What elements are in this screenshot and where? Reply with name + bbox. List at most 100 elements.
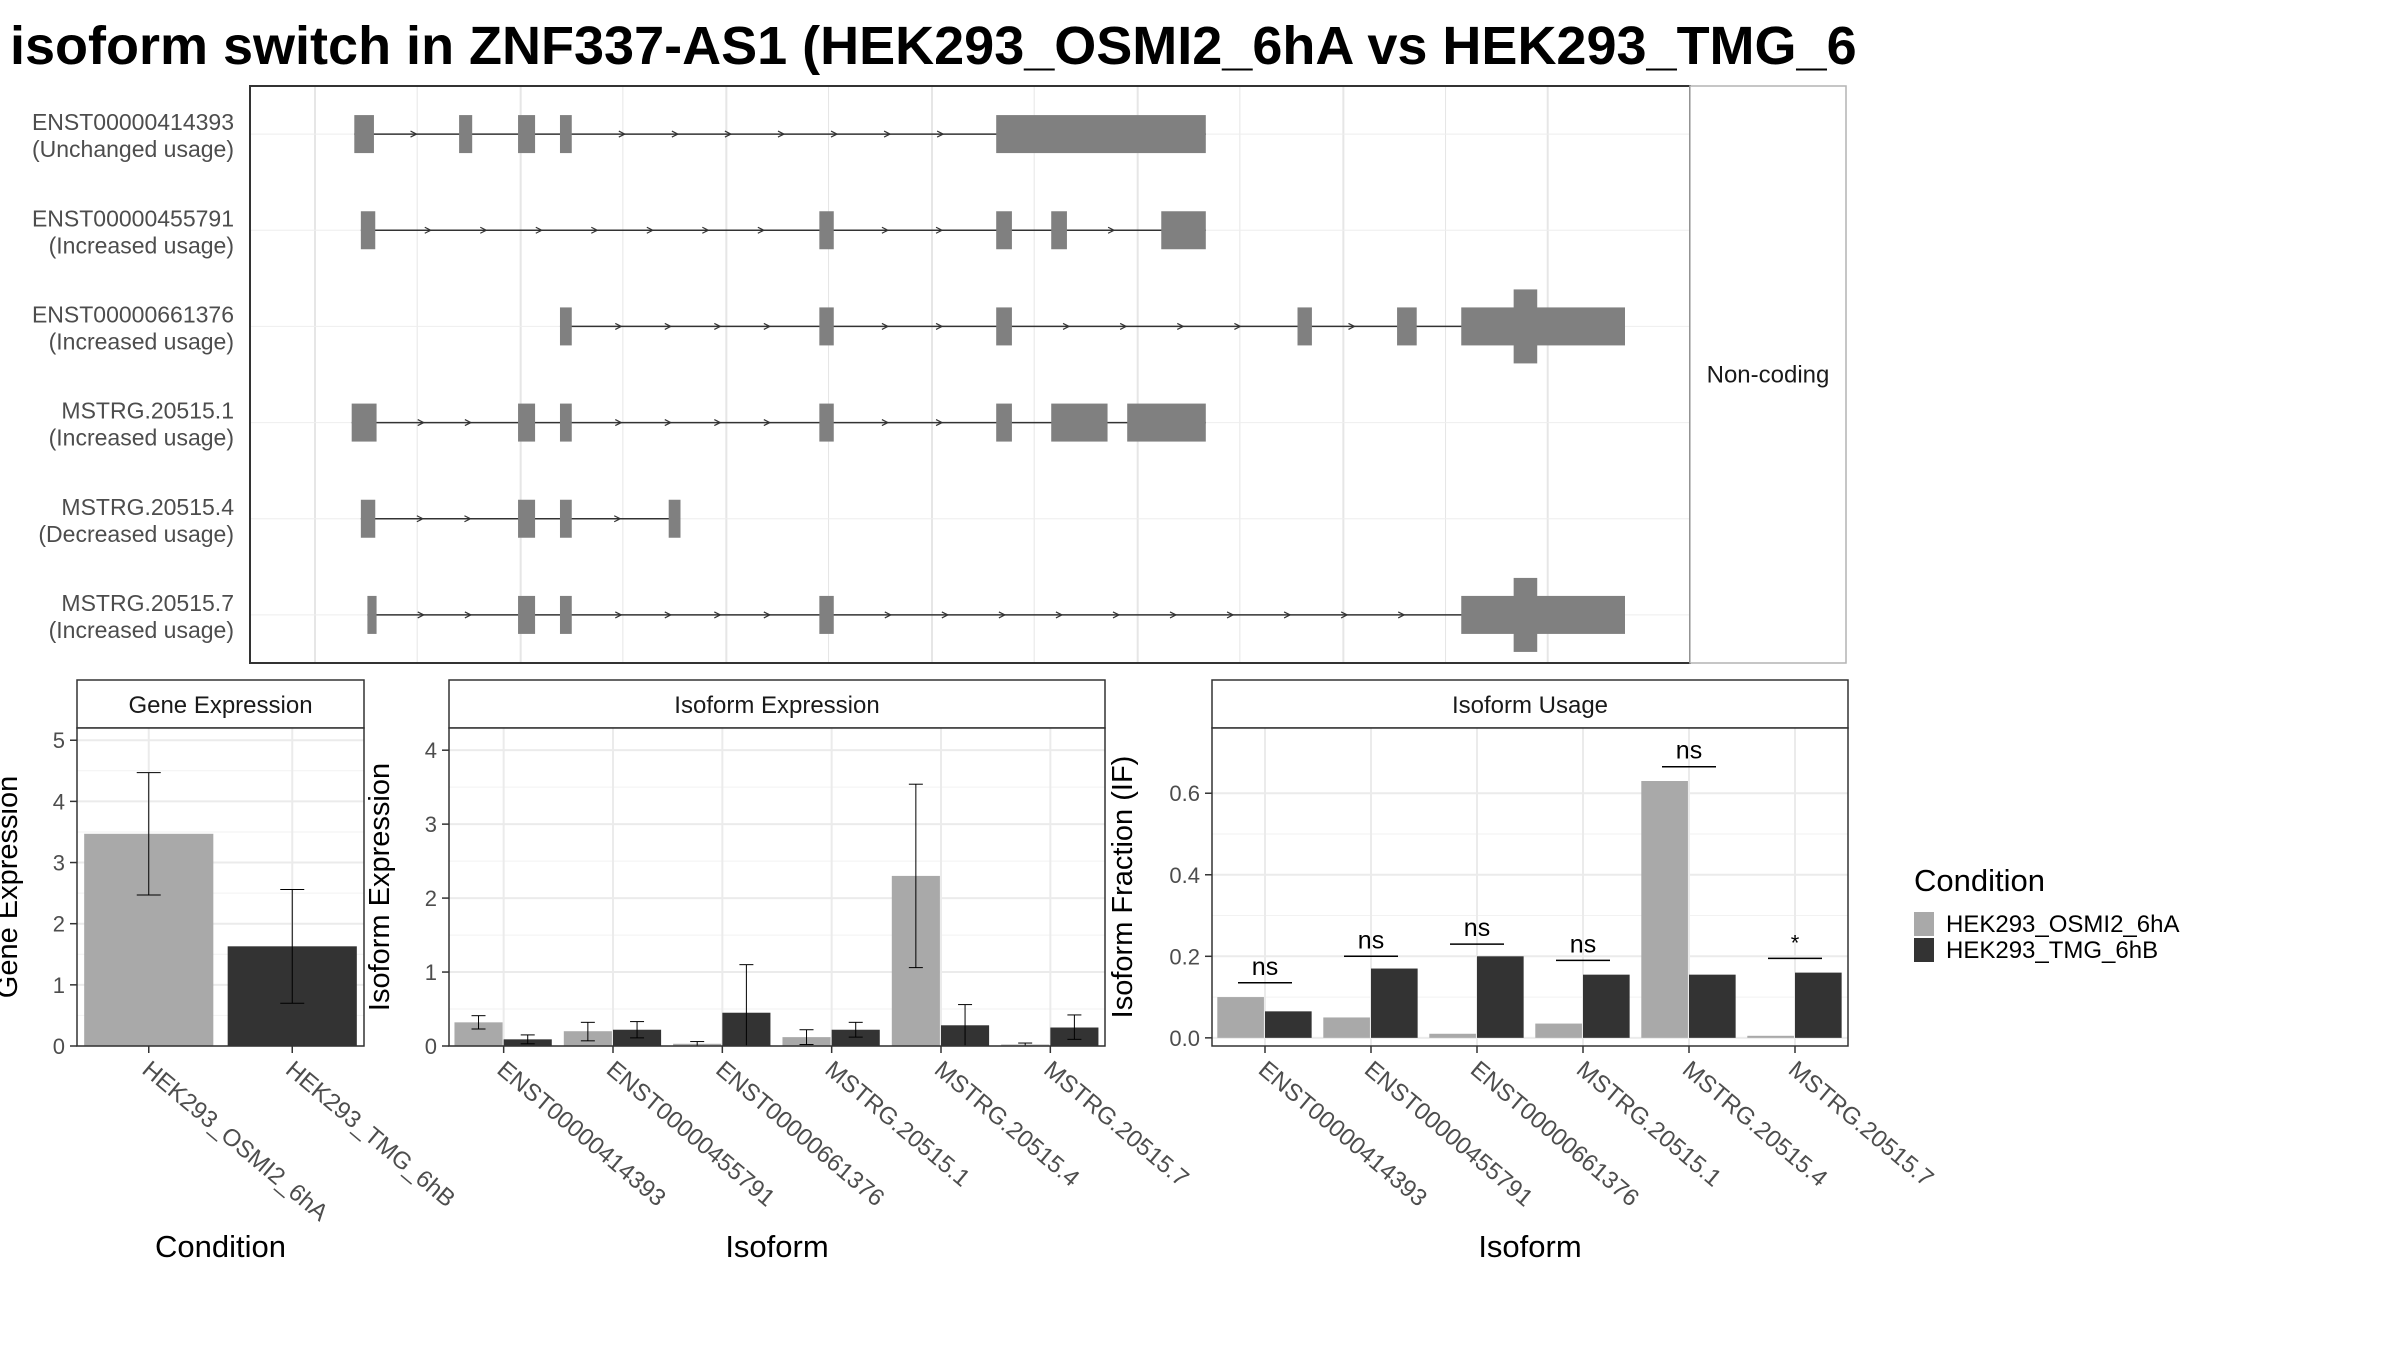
exon-block bbox=[351, 403, 377, 442]
exon-block bbox=[518, 403, 536, 442]
y-tick-label: 1 bbox=[425, 960, 437, 985]
transcript-usage-label: (Unchanged usage) bbox=[32, 136, 234, 162]
y-tick-label: 0.4 bbox=[1169, 863, 1200, 888]
direction-arrow bbox=[480, 226, 488, 234]
direction-arrow bbox=[646, 226, 655, 234]
bar bbox=[1323, 1017, 1370, 1038]
exon-block bbox=[559, 499, 572, 538]
y-tick-label: 0.2 bbox=[1169, 944, 1200, 969]
legend-swatch bbox=[1914, 912, 1934, 936]
bar bbox=[1371, 968, 1418, 1038]
exon-block bbox=[1297, 307, 1312, 346]
y-tick-label: 2 bbox=[425, 886, 437, 911]
panel-strip bbox=[1211, 679, 1849, 729]
direction-arrow bbox=[777, 130, 786, 138]
y-tick-label: 1 bbox=[53, 973, 65, 998]
direction-arrow bbox=[1283, 611, 1292, 619]
transcript-id-label: MSTRG.20515.7 bbox=[61, 590, 234, 616]
direction-arrow bbox=[1169, 611, 1178, 619]
x-axis-label: Condition bbox=[155, 1229, 286, 1264]
exon-block bbox=[819, 595, 834, 634]
y-axis-label: Isoform Expression bbox=[364, 763, 396, 1011]
transcript-id-label: ENST00000661376 bbox=[32, 301, 234, 327]
direction-arrow bbox=[936, 130, 945, 138]
plot-title: isoform switch in ZNF337-AS1 (HEK293_OSM… bbox=[10, 16, 1857, 76]
transcript-id-label: ENST00000455791 bbox=[32, 205, 234, 231]
exon-block bbox=[819, 307, 834, 346]
panel-strip bbox=[76, 679, 365, 729]
y-tick-label: 4 bbox=[53, 789, 65, 814]
transcript-usage-label: (Increased usage) bbox=[49, 328, 234, 354]
direction-arrow bbox=[535, 226, 544, 234]
transcript-id-label: MSTRG.20515.4 bbox=[61, 494, 234, 520]
exon-block bbox=[668, 499, 681, 538]
exon-block bbox=[1461, 307, 1625, 346]
direction-arrow bbox=[763, 611, 772, 619]
y-tick-label: 0 bbox=[53, 1034, 65, 1059]
direction-arrow bbox=[618, 130, 627, 138]
bar bbox=[1265, 1011, 1312, 1038]
y-tick-label: 3 bbox=[425, 812, 437, 837]
transcript-usage-label: (Increased usage) bbox=[49, 232, 234, 258]
direction-arrow bbox=[881, 226, 890, 234]
bar bbox=[1477, 956, 1524, 1038]
legend-label: HEK293_TMG_6hB bbox=[1946, 937, 2158, 964]
exon-block bbox=[996, 403, 1012, 442]
direction-arrow bbox=[763, 322, 772, 330]
legend-swatch bbox=[1914, 938, 1934, 962]
bar bbox=[1795, 972, 1842, 1038]
isoform-usage-panel: Isoform Usage ns ns ns ns ns * 0.0 0.2 0.4 0.6 Isof… bbox=[1107, 679, 1938, 1264]
legend-title: Condition bbox=[1914, 863, 2045, 898]
direction-arrow bbox=[702, 226, 710, 234]
direction-arrow bbox=[671, 130, 680, 138]
direction-arrow bbox=[1107, 226, 1116, 234]
y-tick-label: 0.0 bbox=[1169, 1026, 1200, 1051]
bar bbox=[831, 1029, 880, 1046]
panel-bg bbox=[1212, 728, 1848, 1046]
direction-arrow bbox=[615, 611, 623, 619]
transcript-usage-label: (Increased usage) bbox=[49, 425, 234, 451]
isoform-expression-panel: Isoform Expression 0 1 2 3 4 Isoform Expressio… bbox=[364, 679, 1194, 1264]
transcript-usage-label: (Decreased usage) bbox=[38, 521, 234, 547]
y-tick-label: 2 bbox=[53, 912, 65, 937]
panel-title: Isoform Expression bbox=[674, 692, 879, 719]
transcript-usage-label: (Increased usage) bbox=[49, 617, 234, 643]
direction-arrow bbox=[757, 226, 766, 234]
panel-title: Isoform Usage bbox=[1452, 692, 1608, 719]
bar bbox=[1535, 1023, 1582, 1038]
exon-block bbox=[360, 211, 376, 250]
exon-block bbox=[1051, 211, 1067, 250]
x-axis-label: Isoform bbox=[1478, 1229, 1581, 1264]
exon-block bbox=[996, 211, 1012, 250]
direction-arrow bbox=[664, 419, 673, 427]
direction-arrow bbox=[416, 515, 425, 523]
significance-label: ns bbox=[1570, 930, 1596, 958]
exon-block bbox=[354, 115, 374, 154]
exon-block bbox=[518, 499, 536, 538]
panel-border bbox=[448, 727, 1106, 1047]
direction-arrow bbox=[830, 130, 839, 138]
y-tick-label: 5 bbox=[53, 728, 65, 753]
bar bbox=[1583, 974, 1630, 1038]
y-axis-label: Gene Expression bbox=[0, 776, 24, 998]
exon-block bbox=[367, 595, 377, 634]
exon-block bbox=[559, 595, 572, 634]
panel-strip bbox=[448, 679, 1106, 729]
direction-arrow bbox=[763, 419, 772, 427]
direction-arrow bbox=[591, 226, 599, 234]
bar bbox=[1429, 1033, 1476, 1038]
facet-label: Non-coding bbox=[1707, 362, 1830, 389]
legend-label: HEK293_OSMI2_6hA bbox=[1946, 911, 2179, 938]
y-tick-label: 3 bbox=[53, 851, 65, 876]
exon-block bbox=[1127, 403, 1206, 442]
direction-arrow bbox=[883, 130, 892, 138]
direction-arrow bbox=[464, 419, 473, 427]
significance-label: ns bbox=[1358, 926, 1384, 954]
direction-arrow bbox=[1119, 322, 1128, 330]
bar bbox=[1747, 1035, 1794, 1038]
y-axis-label: Isoform Fraction (IF) bbox=[1107, 756, 1139, 1019]
direction-arrow bbox=[1226, 611, 1235, 619]
direction-arrow bbox=[998, 611, 1007, 619]
